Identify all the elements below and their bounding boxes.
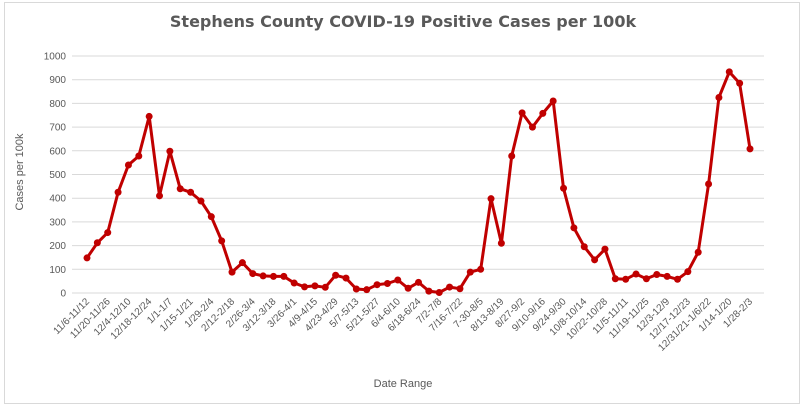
- y-tick-label: 0: [60, 289, 66, 300]
- y-tick-label: 900: [49, 75, 66, 86]
- data-point: [705, 180, 713, 188]
- data-point: [259, 272, 267, 280]
- data-point: [156, 192, 164, 200]
- data-point: [332, 271, 340, 279]
- data-point: [746, 145, 754, 153]
- data-point: [290, 279, 298, 287]
- data-point: [104, 229, 112, 237]
- data-point: [663, 272, 671, 280]
- y-tick-label: 600: [49, 146, 66, 157]
- data-point: [632, 270, 640, 278]
- data-point: [207, 213, 215, 221]
- data-point: [383, 280, 391, 288]
- data-point: [176, 185, 184, 193]
- data-point: [622, 275, 630, 283]
- data-point: [342, 274, 350, 282]
- y-tick-label: 400: [49, 194, 66, 205]
- chart-frame: [4, 2, 800, 404]
- data-point: [321, 283, 329, 291]
- y-tick-label: 100: [49, 265, 66, 276]
- data-point: [477, 265, 485, 273]
- data-point: [269, 272, 277, 280]
- data-point: [591, 256, 599, 264]
- data-point: [187, 188, 195, 196]
- data-point: [166, 147, 174, 155]
- data-point: [673, 275, 681, 283]
- y-tick-label: 200: [49, 241, 66, 252]
- y-tick-label: 500: [49, 170, 66, 181]
- series-path: [85, 70, 752, 294]
- data-point: [518, 109, 526, 117]
- y-tick-label: 800: [49, 99, 66, 110]
- data-point: [301, 283, 309, 291]
- data-point: [124, 161, 132, 169]
- data-point: [715, 93, 723, 101]
- y-tick-label: 300: [49, 217, 66, 228]
- y-tick-labels: 0 100 200 300 400 500 600 700 800 900 1000: [44, 52, 67, 300]
- data-point: [435, 289, 443, 297]
- data-point: [197, 197, 205, 205]
- data-point: [425, 287, 433, 295]
- data-point: [352, 285, 360, 293]
- data-point: [528, 123, 536, 131]
- data-point: [725, 68, 733, 76]
- data-point: [487, 195, 495, 203]
- chart-title: Stephens County COVID-19 Positive Cases …: [169, 12, 637, 31]
- y-tick-label: 1000: [44, 52, 67, 63]
- data-point: [311, 282, 319, 290]
- data-point: [653, 271, 661, 279]
- data-point: [280, 272, 288, 280]
- data-point: [642, 275, 650, 283]
- x-tick-labels: 11/6-11/1211/20-11/2612/4-12/1012/18-12/…: [52, 296, 756, 354]
- data-point: [497, 239, 505, 247]
- data-point: [580, 243, 588, 251]
- data-point: [508, 152, 516, 160]
- data-point: [601, 245, 609, 253]
- data-point: [539, 109, 547, 117]
- data-point: [373, 281, 381, 289]
- data-point: [238, 259, 246, 267]
- data-point: [456, 285, 464, 293]
- data-point: [446, 283, 454, 291]
- data-point: [83, 254, 91, 262]
- data-point: [466, 268, 474, 276]
- data-point: [249, 270, 257, 278]
- series-line: [83, 68, 754, 297]
- data-point: [694, 248, 702, 256]
- data-point: [549, 97, 557, 105]
- data-point: [570, 224, 578, 232]
- data-point: [611, 275, 619, 283]
- data-point: [394, 276, 402, 284]
- data-point: [415, 278, 422, 286]
- data-point: [145, 112, 153, 120]
- data-point: [560, 184, 568, 192]
- data-point: [93, 239, 101, 247]
- data-point: [684, 268, 692, 276]
- grid-lines: [72, 55, 764, 294]
- y-tick-label: 700: [49, 123, 66, 134]
- x-axis-label: Date Range: [373, 378, 433, 390]
- data-point: [114, 188, 122, 196]
- data-point: [135, 152, 143, 160]
- data-point: [218, 237, 226, 245]
- data-point: [228, 268, 236, 276]
- data-point: [736, 79, 744, 87]
- data-point: [363, 286, 371, 294]
- data-point: [404, 284, 412, 292]
